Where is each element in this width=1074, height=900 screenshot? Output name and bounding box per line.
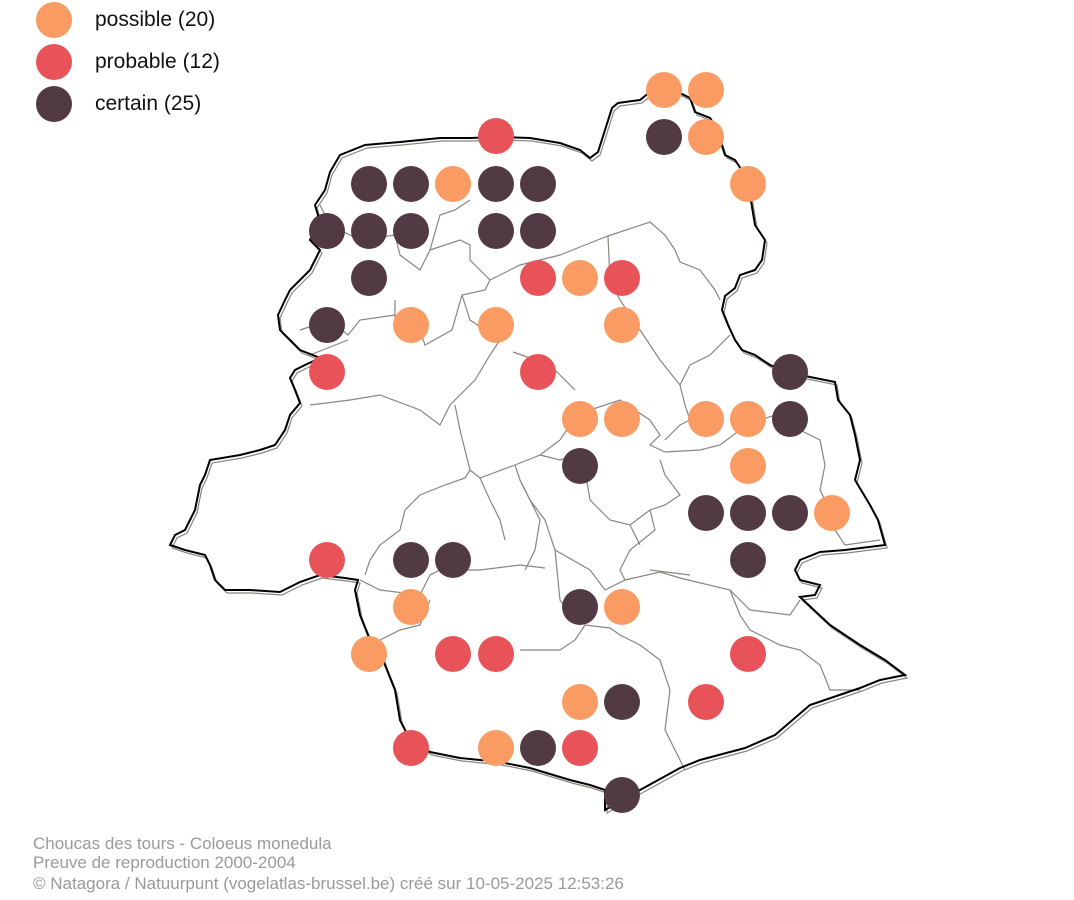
observation-dot-probable bbox=[309, 542, 345, 578]
observation-dot-certain bbox=[604, 777, 640, 813]
observation-dot-probable bbox=[688, 684, 724, 720]
observation-dot-possible bbox=[562, 401, 598, 437]
observation-dot-certain bbox=[393, 213, 429, 249]
caption-subtitle: Preuve de reproduction 2000-2004 bbox=[33, 853, 296, 872]
observation-dot-probable bbox=[562, 730, 598, 766]
observation-dot-certain bbox=[520, 166, 556, 202]
observation-dot-possible bbox=[393, 307, 429, 343]
observation-dot-possible bbox=[730, 166, 766, 202]
observation-dot-probable bbox=[604, 260, 640, 296]
legend-item-possible: possible (20) bbox=[36, 0, 215, 40]
observation-dot-probable bbox=[520, 354, 556, 390]
observation-dot-certain bbox=[393, 166, 429, 202]
observation-dot-possible bbox=[604, 307, 640, 343]
legend-item-certain: certain (25) bbox=[36, 84, 201, 124]
observation-dot-certain bbox=[520, 213, 556, 249]
observation-dot-certain bbox=[772, 354, 808, 390]
observation-dot-possible bbox=[562, 260, 598, 296]
observation-dot-probable bbox=[309, 354, 345, 390]
observation-dot-possible bbox=[604, 589, 640, 625]
observation-dot-certain bbox=[772, 401, 808, 437]
observation-dot-certain bbox=[393, 542, 429, 578]
observation-dot-possible bbox=[730, 448, 766, 484]
observation-dot-probable bbox=[478, 636, 514, 672]
legend-dot-possible bbox=[36, 2, 72, 38]
observation-dot-possible bbox=[604, 401, 640, 437]
observation-dot-certain bbox=[604, 684, 640, 720]
observation-dot-possible bbox=[814, 495, 850, 531]
observation-dot-probable bbox=[520, 260, 556, 296]
observation-dot-certain bbox=[520, 730, 556, 766]
caption-credit: © Natagora / Natuurpunt (vogelatlas-brus… bbox=[33, 874, 624, 893]
observation-dot-certain bbox=[688, 495, 724, 531]
legend-dot-probable bbox=[36, 44, 72, 80]
observation-dot-certain bbox=[478, 213, 514, 249]
observation-dot-certain bbox=[562, 589, 598, 625]
observation-dot-possible bbox=[478, 307, 514, 343]
observation-dot-certain bbox=[730, 495, 766, 531]
observation-dot-certain bbox=[646, 119, 682, 155]
observation-dot-certain bbox=[309, 213, 345, 249]
caption-species: Choucas des tours - Coloeus monedula bbox=[33, 834, 332, 853]
observation-dot-certain bbox=[730, 542, 766, 578]
observation-dot-possible bbox=[393, 589, 429, 625]
observation-dot-certain bbox=[351, 260, 387, 296]
observation-dot-possible bbox=[435, 166, 471, 202]
observation-dot-certain bbox=[478, 166, 514, 202]
observation-dot-possible bbox=[351, 636, 387, 672]
legend-label-probable: probable (12) bbox=[95, 50, 220, 73]
observation-dot-possible bbox=[646, 72, 682, 108]
observation-dot-possible bbox=[688, 119, 724, 155]
observation-dot-probable bbox=[478, 118, 514, 154]
observation-dot-certain bbox=[772, 495, 808, 531]
legend-item-probable: probable (12) bbox=[36, 42, 220, 82]
observation-dot-possible bbox=[688, 401, 724, 437]
observation-dot-certain bbox=[562, 448, 598, 484]
observation-dot-probable bbox=[393, 730, 429, 766]
legend-label-certain: certain (25) bbox=[95, 92, 202, 115]
observation-dot-probable bbox=[730, 636, 766, 672]
observation-dot-certain bbox=[309, 307, 345, 343]
legend-dot-certain bbox=[36, 86, 72, 122]
observation-dot-certain bbox=[351, 166, 387, 202]
observation-dot-possible bbox=[562, 684, 598, 720]
observation-dot-possible bbox=[688, 72, 724, 108]
observation-dots bbox=[309, 72, 850, 813]
observation-dot-certain bbox=[435, 542, 471, 578]
observation-dot-probable bbox=[435, 636, 471, 672]
observation-dot-certain bbox=[351, 213, 387, 249]
observation-dot-possible bbox=[730, 401, 766, 437]
legend-label-possible: possible (20) bbox=[95, 8, 216, 31]
observation-dot-possible bbox=[478, 730, 514, 766]
